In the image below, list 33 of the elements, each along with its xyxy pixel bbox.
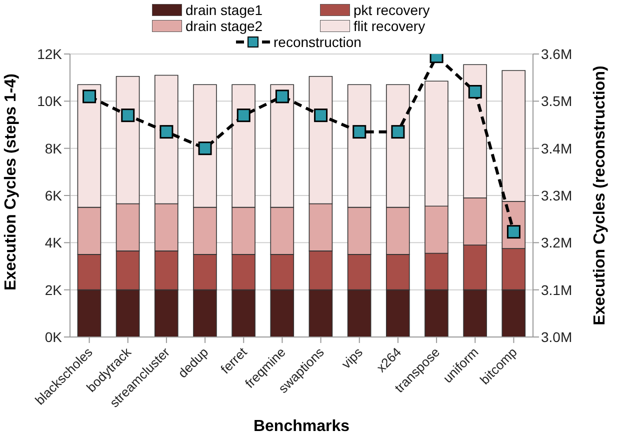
point (352, 125, 366, 139)
y2-tick-label: 3.5M (541, 93, 572, 110)
y2-tick-label: 3.6M (541, 46, 572, 62)
y-tick-label: 6K (44, 187, 63, 204)
point (121, 108, 135, 122)
legend-label: pkt recovery (354, 2, 430, 18)
point (198, 142, 212, 156)
y2-tick-label: 3.1M (541, 282, 572, 298)
legend-label: drain stage2 (186, 18, 263, 34)
x-tick-label: vips (338, 344, 366, 372)
point (160, 125, 174, 139)
point (314, 108, 328, 122)
y-axis-title: Execution Cycles (steps 1-4) (2, 74, 20, 290)
point (391, 125, 405, 139)
point (275, 90, 289, 104)
y-tick-label: 12K (37, 46, 63, 62)
y2-tick-label: 3.2M (541, 234, 572, 251)
legend-label: reconstruction (274, 34, 362, 50)
legend-label: drain stage1 (186, 2, 263, 18)
y-tick-label: 4K (44, 234, 63, 251)
y-tick-label: 8K (44, 140, 63, 156)
point (236, 108, 250, 122)
y2-axis-title: Execution Cycles (reconstruction) (592, 66, 609, 326)
legend-label: flit recovery (354, 18, 426, 34)
y2-tick-label: 3.0M (541, 328, 572, 345)
y2-tick-label: 3.4M (541, 140, 572, 156)
point (468, 84, 482, 98)
y-tick-label: 10K (37, 93, 63, 110)
y-tick-label: 2K (44, 282, 63, 298)
point (82, 90, 96, 104)
y2-tick-label: 3.3M (541, 187, 572, 204)
y-tick-label: 0K (44, 328, 63, 345)
x-axis-title: Benchmarks (253, 418, 350, 435)
